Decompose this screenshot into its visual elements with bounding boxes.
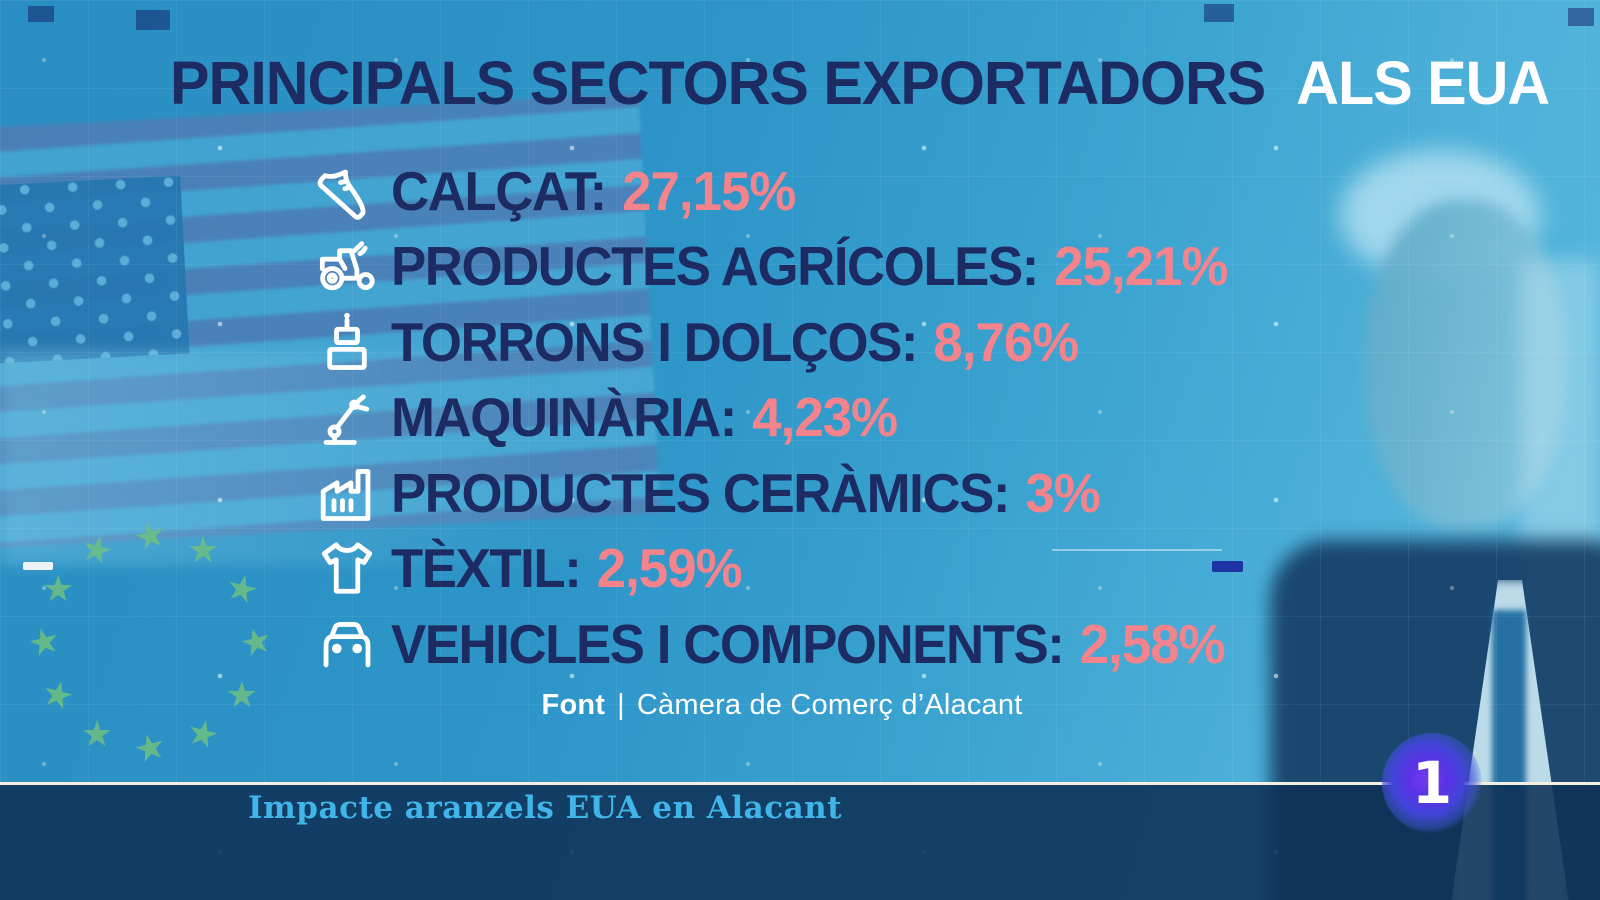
sector-label: PRODUCTES CERÀMICS: [391,461,1010,524]
portrait-face-shape [1365,200,1565,530]
sector-value: 3% [1025,461,1100,524]
decor-square [1204,4,1234,22]
eu-star-icon: ★ [76,525,118,574]
sector-value: 27,15% [622,159,796,222]
decor-dash-white [23,562,53,570]
decor-line [1052,549,1222,551]
portrait-light-band [1520,260,1600,820]
sector-row: TORRONS I DOLÇOS: 8,76% [303,304,1262,380]
source-text: Càmera de Comerç d’Alacant [636,689,1023,721]
eu-star-icon: ★ [129,723,171,772]
tshirt-icon [303,532,391,604]
sector-value: 8,76% [933,310,1079,373]
banner-top-line [0,782,1600,785]
eu-star-icon: ★ [235,617,277,666]
sector-label: MAQUINÀRIA: [391,386,737,449]
channel-logo-digit: 1 [1411,749,1453,817]
decor-dash-navy [1212,561,1243,572]
us-flag-star-field [0,175,190,367]
sector-value: 2,59% [596,537,743,600]
page-title: PRINCIPALS SECTORS EXPORTADORS ALS EUA [170,48,1550,118]
channel-logo: 1 [1382,733,1482,833]
sector-value: 4,23% [752,386,898,449]
decor-square [28,6,54,22]
source-separator: | [617,689,625,721]
factory-icon [303,457,391,529]
eu-star-icon: ★ [129,511,171,560]
eu-star-icon: ★ [221,564,263,613]
tractor-icon [303,230,391,302]
sector-label: CALÇAT: [391,159,607,222]
eu-star-icon: ★ [186,529,220,571]
sector-row: MAQUINÀRIA: 4,23% [303,380,1262,456]
sector-row: PRODUCTES AGRÍCOLES: 25,21% [303,229,1262,305]
sector-list: CALÇAT: 27,15% PRODUCTES AGRÍCOLES: 25,2… [303,153,1262,682]
sector-row: TÈXTIL: 2,59% [303,531,1262,607]
sector-value: 2,58% [1079,612,1226,675]
eu-star-icon: ★ [23,617,65,666]
decor-square [136,10,170,30]
sector-label: VEHICLES I COMPONENTS: [391,612,1065,675]
sector-label: PRODUCTES AGRÍCOLES: [391,235,1039,298]
sector-label: TÈXTIL: [391,537,582,600]
sector-row: PRODUCTES CERÀMICS: 3% [303,455,1262,531]
source-label: Font [541,689,606,721]
decor-square [1568,8,1594,26]
sector-label: TORRONS I DOLÇOS: [391,310,918,373]
title-highlight: ALS EUA [1296,49,1550,117]
sector-row: CALÇAT: 27,15% [303,153,1262,229]
source-attribution: Font | Càmera de Comerç d’Alacant [0,689,1564,722]
robot-arm-icon [303,381,391,453]
title-main: PRINCIPALS SECTORS EXPORTADORS [170,49,1266,117]
sector-value: 25,21% [1054,235,1228,298]
eu-flag-background: ★ ★ ★ ★ ★ ★ ★ ★ ★ ★ ★ ★ [0,470,330,830]
portrait-hair-shape [1340,150,1540,280]
car-icon [303,608,391,680]
eu-star-icon: ★ [42,568,75,609]
lower-third-banner: Impacte aranzels EUA en Alacant [0,785,1600,900]
sector-row: VEHICLES I COMPONENTS: 2,58% [303,606,1262,682]
cake-icon [303,306,391,378]
banner-headline: Impacte aranzels EUA en Alacant [248,790,843,826]
sneaker-icon [303,155,391,227]
